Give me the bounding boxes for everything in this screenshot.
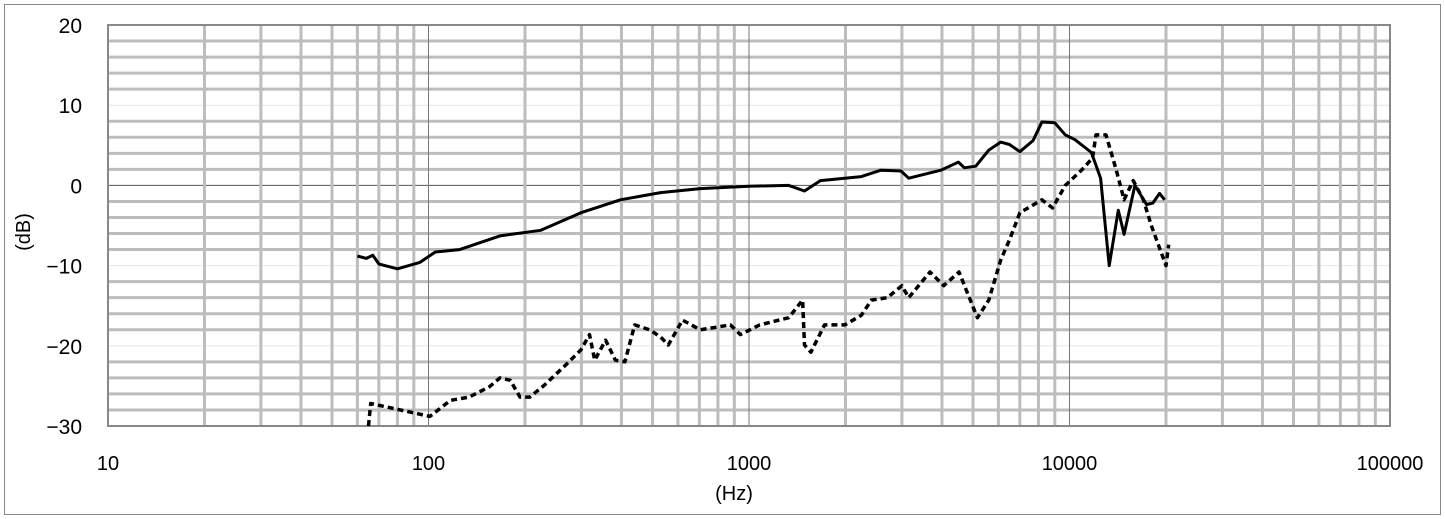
x-axis-label: (Hz) (715, 483, 753, 505)
y-tick-label: 20 (59, 15, 82, 38)
solid-series-line (357, 120, 1166, 271)
y-tick-label: −30 (46, 416, 82, 439)
y-tick-label: −20 (46, 336, 82, 359)
x-tick-label: 10000 (1042, 453, 1098, 475)
x-tick-label: 1000 (727, 453, 772, 475)
grid (107, 24, 1391, 427)
plot-border (107, 24, 1391, 427)
y-tick-label: 0 (70, 175, 82, 198)
y-tick-label: −10 (46, 256, 82, 279)
x-tick-label: 100000 (1357, 453, 1424, 475)
dashed-series-line (366, 133, 1171, 427)
y-tick-label: 10 (59, 95, 82, 118)
x-tick-label: 100 (412, 453, 445, 475)
x-tick-label: 10 (97, 453, 119, 475)
chart-frame (4, 4, 1441, 515)
y-axis-label: (dB) (13, 213, 35, 251)
